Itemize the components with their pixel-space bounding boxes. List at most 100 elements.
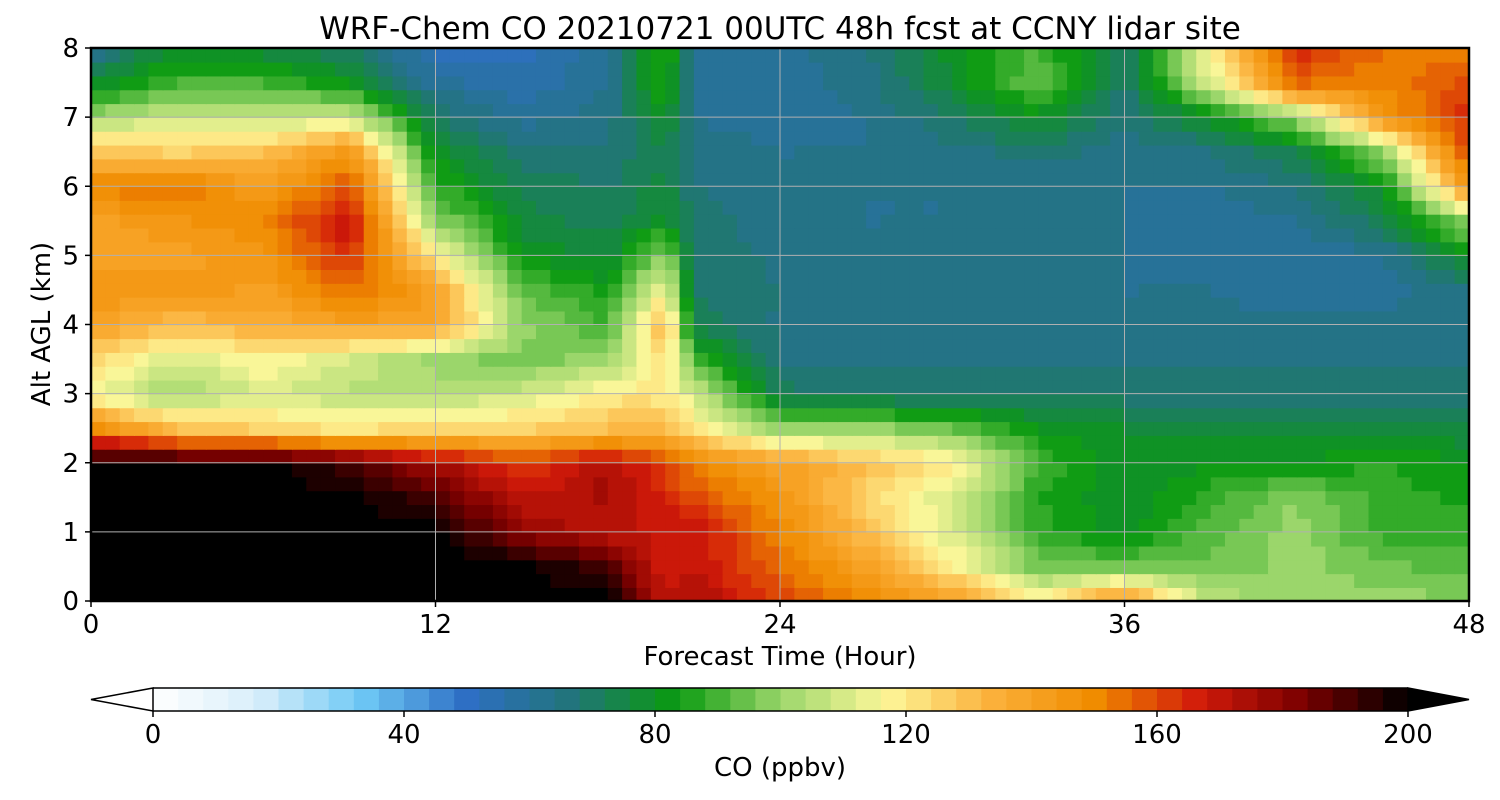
heatmap-cell <box>708 379 724 395</box>
heatmap-cell <box>507 559 523 575</box>
heatmap-cell <box>363 144 379 160</box>
heatmap-cell <box>134 89 150 105</box>
heatmap-cell <box>636 352 652 367</box>
heatmap-cell <box>1354 172 1370 188</box>
heatmap-cell <box>421 490 437 506</box>
heatmap-cell <box>406 241 422 257</box>
heatmap-cell <box>665 130 681 146</box>
heatmap-cell <box>650 531 666 547</box>
heatmap-cell <box>205 144 221 160</box>
heatmap-cell <box>535 338 552 353</box>
heatmap-cell <box>780 172 796 188</box>
heatmap-cell <box>478 283 494 298</box>
heatmap-cell <box>837 172 853 188</box>
heatmap-cell <box>622 448 638 464</box>
heatmap-cell <box>736 103 753 118</box>
heatmap-cell <box>909 144 925 160</box>
heatmap-cell <box>1239 324 1255 340</box>
heatmap-cell <box>980 518 997 533</box>
heatmap-cell <box>535 255 552 270</box>
heatmap-cell <box>1124 61 1140 77</box>
heatmap-cell <box>980 296 997 312</box>
heatmap-cell <box>1110 435 1126 450</box>
heatmap-cell <box>1124 213 1140 229</box>
heatmap-cell <box>406 172 422 188</box>
heatmap-cell <box>306 310 322 326</box>
heatmap-cell <box>851 48 867 63</box>
heatmap-cell <box>1224 365 1241 381</box>
heatmap-cell <box>1196 130 1212 146</box>
heatmap-cell <box>1210 296 1226 312</box>
heatmap-cell <box>1167 407 1183 423</box>
heatmap-cell <box>1095 379 1111 395</box>
heatmap-cell <box>1268 545 1284 561</box>
heatmap-cell <box>636 490 652 506</box>
heatmap-cell <box>507 172 523 188</box>
heatmap-cell <box>464 227 480 243</box>
heatmap-cell <box>492 587 509 601</box>
heatmap-cell <box>248 48 265 63</box>
heatmap-cell <box>1095 476 1111 492</box>
heatmap-cell <box>1124 296 1140 312</box>
heatmap-cell <box>320 296 336 312</box>
heatmap-cell <box>808 379 824 395</box>
heatmap-cell <box>320 476 336 492</box>
heatmap-cell <box>1196 61 1212 77</box>
heatmap-cell <box>980 227 997 243</box>
heatmap-cell <box>736 407 753 423</box>
heatmap-cell <box>205 310 221 326</box>
heatmap-cell <box>722 186 738 201</box>
heatmap-cell <box>205 296 221 312</box>
heatmap-cell <box>1354 144 1370 160</box>
heatmap-cell <box>363 241 379 257</box>
heatmap-cell <box>291 130 308 146</box>
heatmap-cell <box>937 545 954 561</box>
heatmap-cell <box>1325 435 1341 450</box>
heatmap-cell <box>1253 462 1269 478</box>
heatmap-cell <box>593 504 609 519</box>
heatmap-cell <box>1268 393 1284 409</box>
heatmap-cell <box>995 393 1011 409</box>
heatmap-cell <box>1009 518 1025 533</box>
heatmap-cell <box>736 421 753 436</box>
heatmap-cell <box>492 518 509 533</box>
heatmap-cell <box>1167 269 1183 284</box>
heatmap-cell <box>736 213 753 229</box>
heatmap-cell <box>722 365 738 381</box>
heatmap-cell <box>952 255 968 270</box>
heatmap-cell <box>507 352 523 367</box>
heatmap-cell <box>780 573 796 588</box>
heatmap-cell <box>306 504 322 519</box>
heatmap-cell <box>937 435 954 450</box>
heatmap-cell <box>693 504 710 519</box>
heatmap-cell <box>1038 48 1054 63</box>
heatmap-cell <box>1268 379 1284 395</box>
heatmap-cell <box>1167 324 1183 340</box>
heatmap-cell <box>1454 352 1469 367</box>
heatmap-cell <box>1138 435 1154 450</box>
heatmap-cell <box>507 283 523 298</box>
heatmap-cell <box>708 393 724 409</box>
heatmap-cell <box>1024 379 1040 395</box>
heatmap-cell <box>1339 200 1355 215</box>
heatmap-cell <box>1253 186 1269 201</box>
heatmap-cell <box>736 200 753 215</box>
heatmap-cell <box>593 227 609 243</box>
heatmap-cell <box>1038 338 1054 353</box>
heatmap-cell <box>579 490 595 506</box>
heatmap-cell <box>550 531 566 547</box>
heatmap-cell <box>191 227 207 243</box>
heatmap-cell <box>478 117 494 132</box>
heatmap-cell <box>177 144 193 160</box>
heatmap-cell <box>1296 89 1312 105</box>
colorbar-band <box>1332 688 1359 711</box>
heatmap-cell <box>1311 338 1327 353</box>
heatmap-cell <box>248 379 265 395</box>
heatmap-cell <box>306 545 322 561</box>
heatmap-cell <box>736 130 753 146</box>
heatmap-cell <box>952 158 968 174</box>
heatmap-cell <box>1311 518 1327 533</box>
heatmap-cell <box>1253 338 1269 353</box>
heatmap-cell <box>1282 421 1298 436</box>
heatmap-cell <box>1124 421 1140 436</box>
